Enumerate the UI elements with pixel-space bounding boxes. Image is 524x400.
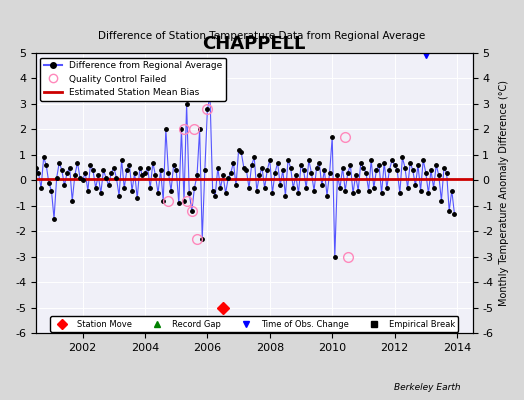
Title: CHAPPELL: CHAPPELL: [203, 35, 306, 53]
Legend: Station Move, Record Gap, Time of Obs. Change, Empirical Break: Station Move, Record Gap, Time of Obs. C…: [50, 316, 458, 332]
Text: Difference of Station Temperature Data from Regional Average: Difference of Station Temperature Data f…: [99, 31, 425, 41]
Text: Berkeley Earth: Berkeley Earth: [395, 383, 461, 392]
Y-axis label: Monthly Temperature Anomaly Difference (°C): Monthly Temperature Anomaly Difference (…: [499, 80, 509, 306]
